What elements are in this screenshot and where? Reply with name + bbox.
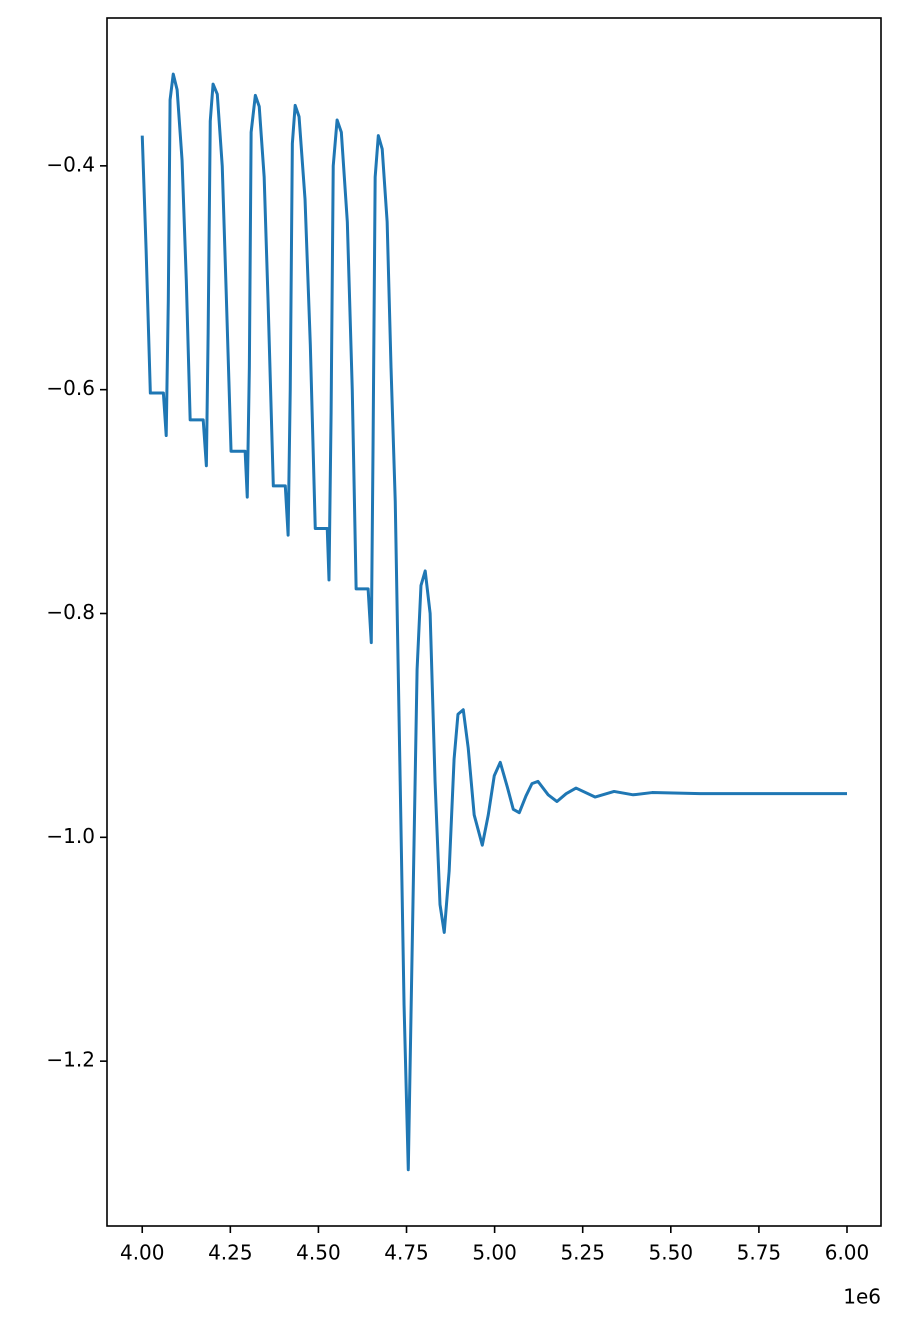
x-tick-label: 4.00 [120,1241,165,1265]
x-tick-label: 4.25 [208,1241,253,1265]
x-tick-label: 5.25 [560,1241,605,1265]
x-offset-label: 1e6 [843,1285,881,1309]
y-tick-label: −0.4 [46,152,95,176]
y-tick-label: −1.0 [46,824,95,848]
x-tick-label: 6.00 [825,1241,870,1265]
plot-frame [106,17,882,1227]
x-tick-label: 5.00 [472,1241,517,1265]
x-tick-label: 5.50 [649,1241,694,1265]
x-tick-label: 5.75 [737,1241,782,1265]
y-tick-label: −0.6 [46,376,95,400]
x-tick-label: 4.75 [384,1241,429,1265]
y-tick-label: −0.8 [46,600,95,624]
data-line [140,72,847,1172]
y-tick-label: −1.2 [46,1048,95,1072]
x-tick-label: 4.50 [296,1241,341,1265]
